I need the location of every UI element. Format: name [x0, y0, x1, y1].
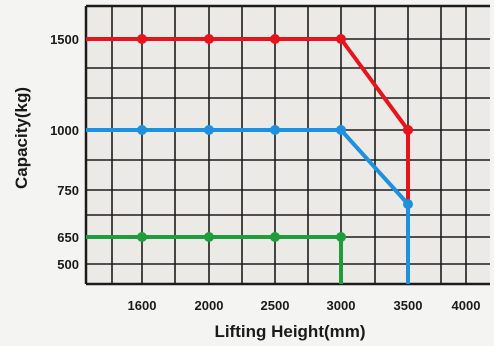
y-tick-label: 750: [57, 183, 79, 198]
data-point: [336, 232, 346, 242]
data-point: [403, 125, 413, 135]
data-point: [137, 232, 147, 242]
x-tick-label: 4000: [452, 298, 481, 313]
y-tick-label: 1000: [50, 123, 79, 138]
y-tick-label: 650: [57, 230, 79, 245]
data-point: [204, 232, 214, 242]
x-tick-label: 3000: [327, 298, 356, 313]
y-axis-title: Capacity(kg): [12, 87, 31, 189]
x-tick-label: 3500: [394, 298, 423, 313]
tick-labels: 1600 2000 2500 3000 3500 4000 500 650 750 1000 150…: [50, 32, 480, 313]
data-point: [204, 125, 214, 135]
x-tick-label: 2000: [195, 298, 224, 313]
data-point: [403, 199, 413, 210]
x-tick-label: 1600: [128, 298, 157, 313]
y-tick-label: 500: [57, 257, 79, 272]
data-point: [204, 34, 214, 44]
x-axis-title: Lifting Height(mm): [214, 322, 365, 341]
data-point: [137, 125, 147, 135]
data-point: [336, 125, 346, 135]
y-tick-label: 1500: [50, 32, 79, 47]
x-tick-label: 2500: [261, 298, 290, 313]
data-point: [137, 34, 147, 44]
series-line: [86, 235, 343, 284]
data-point: [270, 125, 280, 135]
plot-background: [86, 6, 490, 284]
data-point: [336, 34, 346, 44]
series-layer: [86, 34, 413, 284]
data-point: [270, 232, 280, 242]
data-point: [270, 34, 280, 44]
